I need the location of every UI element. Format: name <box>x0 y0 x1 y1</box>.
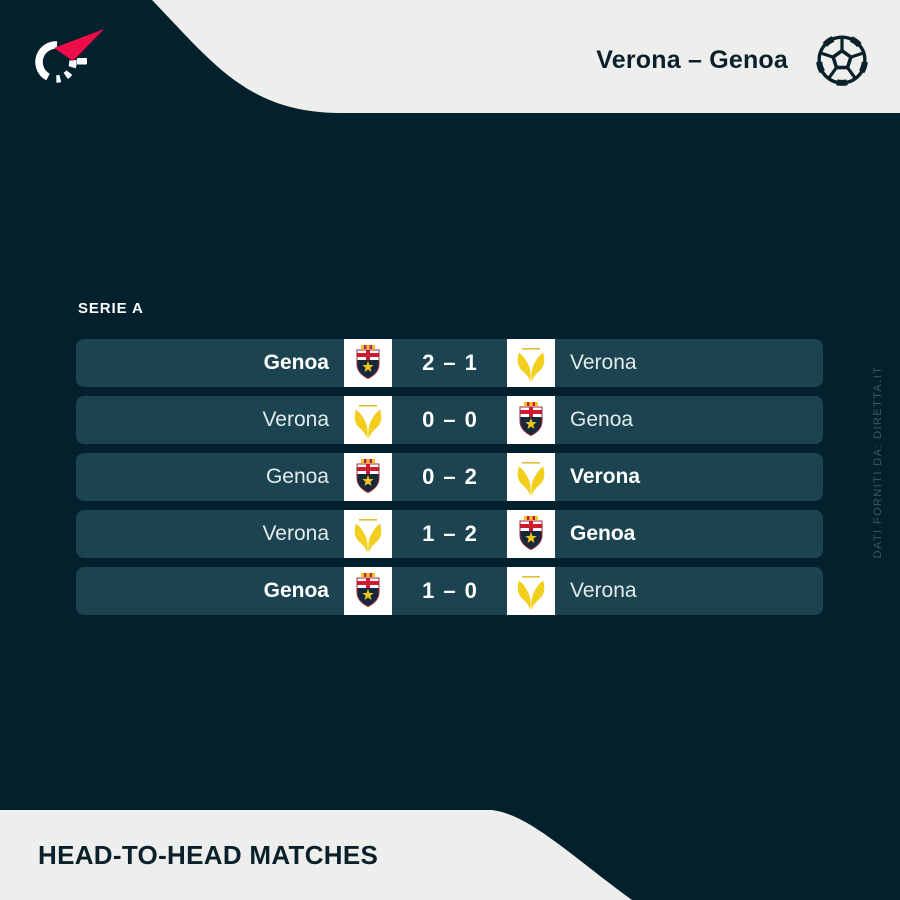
score-separator: – <box>443 407 456 432</box>
match-score: 2 – 1 <box>392 350 507 376</box>
away-team-crest-icon <box>507 567 555 615</box>
score-separator: – <box>443 350 456 375</box>
home-team-name: Genoa <box>263 351 329 374</box>
top-right-band <box>152 0 900 113</box>
away-score: 2 <box>464 521 477 546</box>
away-team-crest-icon <box>507 339 555 387</box>
home-team-crest-icon <box>344 510 392 558</box>
home-score: 0 <box>422 407 435 432</box>
bottom-left-band <box>0 810 632 900</box>
home-score: 1 <box>422 578 435 603</box>
match-row[interactable]: Genoa 2 – 1 Verona <box>76 339 823 387</box>
score-separator: – <box>443 464 456 489</box>
football-icon <box>816 34 868 86</box>
score-separator: – <box>443 578 456 603</box>
home-team-crest-icon <box>344 396 392 444</box>
home-team-crest-icon <box>344 453 392 501</box>
home-team-name: Genoa <box>263 579 329 602</box>
home-score: 0 <box>422 464 435 489</box>
away-score: 0 <box>464 578 477 603</box>
data-provider-credit: DATI FORNITI DA: DIRETTA.IT <box>872 365 884 559</box>
match-score: 1 – 0 <box>392 578 507 604</box>
h2h-match-list: Genoa 2 – 1 Verona Verona 0 – 0 Genoa Ge… <box>76 339 823 615</box>
home-team-name: Verona <box>262 408 329 431</box>
match-row[interactable]: Verona 1 – 2 Genoa <box>76 510 823 558</box>
page-title: Verona – Genoa <box>596 45 788 74</box>
home-score: 1 <box>422 521 435 546</box>
league-label: SERIE A <box>78 300 144 317</box>
home-team-crest-icon <box>344 339 392 387</box>
match-row[interactable]: Genoa 1 – 0 Verona <box>76 567 823 615</box>
match-row[interactable]: Verona 0 – 0 Genoa <box>76 396 823 444</box>
home-score: 2 <box>422 350 435 375</box>
away-team-name: Verona <box>570 351 637 374</box>
footer-title: HEAD-TO-HEAD MATCHES <box>38 840 379 870</box>
away-team-name: Genoa <box>570 408 634 431</box>
away-team-name: Verona <box>570 579 637 602</box>
home-team-name: Genoa <box>265 465 329 488</box>
away-score: 2 <box>464 464 477 489</box>
match-score: 0 – 2 <box>392 464 507 490</box>
header: Verona – Genoa <box>596 32 870 88</box>
match-score: 1 – 2 <box>392 521 507 547</box>
away-team-crest-icon <box>507 510 555 558</box>
home-team-crest-icon <box>344 567 392 615</box>
away-score: 0 <box>464 407 477 432</box>
home-team-name: Verona <box>262 522 329 545</box>
score-separator: – <box>443 521 456 546</box>
away-score: 1 <box>464 350 477 375</box>
away-team-crest-icon <box>507 453 555 501</box>
away-team-name: Verona <box>570 465 641 488</box>
match-score: 0 – 0 <box>392 407 507 433</box>
away-team-crest-icon <box>507 396 555 444</box>
flashscore-logo-icon <box>35 29 104 83</box>
match-row[interactable]: Genoa 0 – 2 Verona <box>76 453 823 501</box>
away-team-name: Genoa <box>570 522 636 545</box>
